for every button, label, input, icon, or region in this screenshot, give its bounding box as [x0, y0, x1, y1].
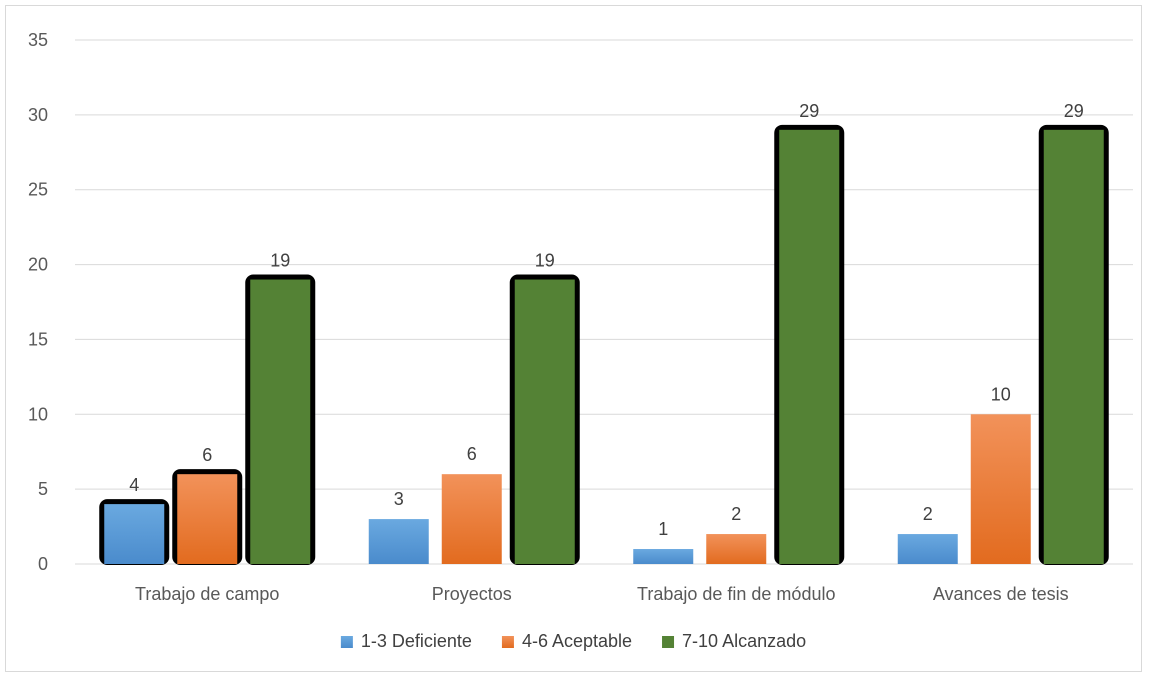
x-tick-label: Trabajo de fin de módulo — [637, 584, 835, 604]
bar — [104, 504, 165, 564]
bar — [441, 474, 502, 564]
x-tick-label: Avances de tesis — [933, 584, 1069, 604]
x-tick-label: Trabajo de campo — [135, 584, 279, 604]
bars — [99, 124, 1109, 566]
data-labels: 4 6 19 3 6 19 1 2 29 2 10 29 — [129, 101, 1084, 539]
data-label: 2 — [731, 504, 741, 524]
data-label: 2 — [923, 504, 933, 524]
bar — [514, 279, 575, 564]
legend-label: 7-10 Alcanzado — [682, 631, 806, 651]
bar — [250, 279, 311, 564]
bar — [1043, 129, 1104, 565]
data-label: 4 — [129, 475, 139, 495]
legend-label: 1-3 Deficiente — [361, 631, 472, 651]
data-label: 19 — [535, 251, 555, 271]
y-tick-label: 10 — [28, 404, 48, 424]
x-axis: Trabajo de campo Proyectos Trabajo de fin … — [135, 584, 1069, 604]
data-label: 10 — [991, 384, 1011, 404]
data-label: 6 — [467, 444, 477, 464]
legend: 1-3 Deficiente 4-6 Aceptable 7-10 Alcanzad… — [340, 631, 806, 651]
data-label: 29 — [799, 101, 819, 121]
bar — [706, 534, 767, 564]
bar — [970, 414, 1031, 564]
legend-swatch — [501, 636, 514, 648]
bar — [897, 534, 958, 564]
data-label: 1 — [658, 519, 668, 539]
data-label: 3 — [394, 489, 404, 509]
y-tick-label: 20 — [28, 255, 48, 275]
y-tick-label: 30 — [28, 105, 48, 125]
y-axis: 0 5 10 15 20 25 30 35 — [28, 30, 48, 574]
data-label: 19 — [270, 251, 290, 271]
y-tick-label: 5 — [38, 479, 48, 499]
x-tick-label: Proyectos — [432, 584, 512, 604]
y-tick-label: 15 — [28, 329, 48, 349]
bar — [368, 519, 429, 564]
y-tick-label: 0 — [38, 554, 48, 574]
bar — [177, 474, 238, 564]
data-label: 6 — [202, 445, 212, 465]
y-tick-label: 35 — [28, 30, 48, 50]
y-tick-label: 25 — [28, 180, 48, 200]
data-label: 29 — [1064, 101, 1084, 121]
bar — [633, 549, 694, 564]
legend-label: 4-6 Aceptable — [522, 631, 632, 651]
bar — [779, 129, 840, 565]
legend-swatch — [340, 636, 353, 648]
legend-swatch — [662, 636, 675, 648]
